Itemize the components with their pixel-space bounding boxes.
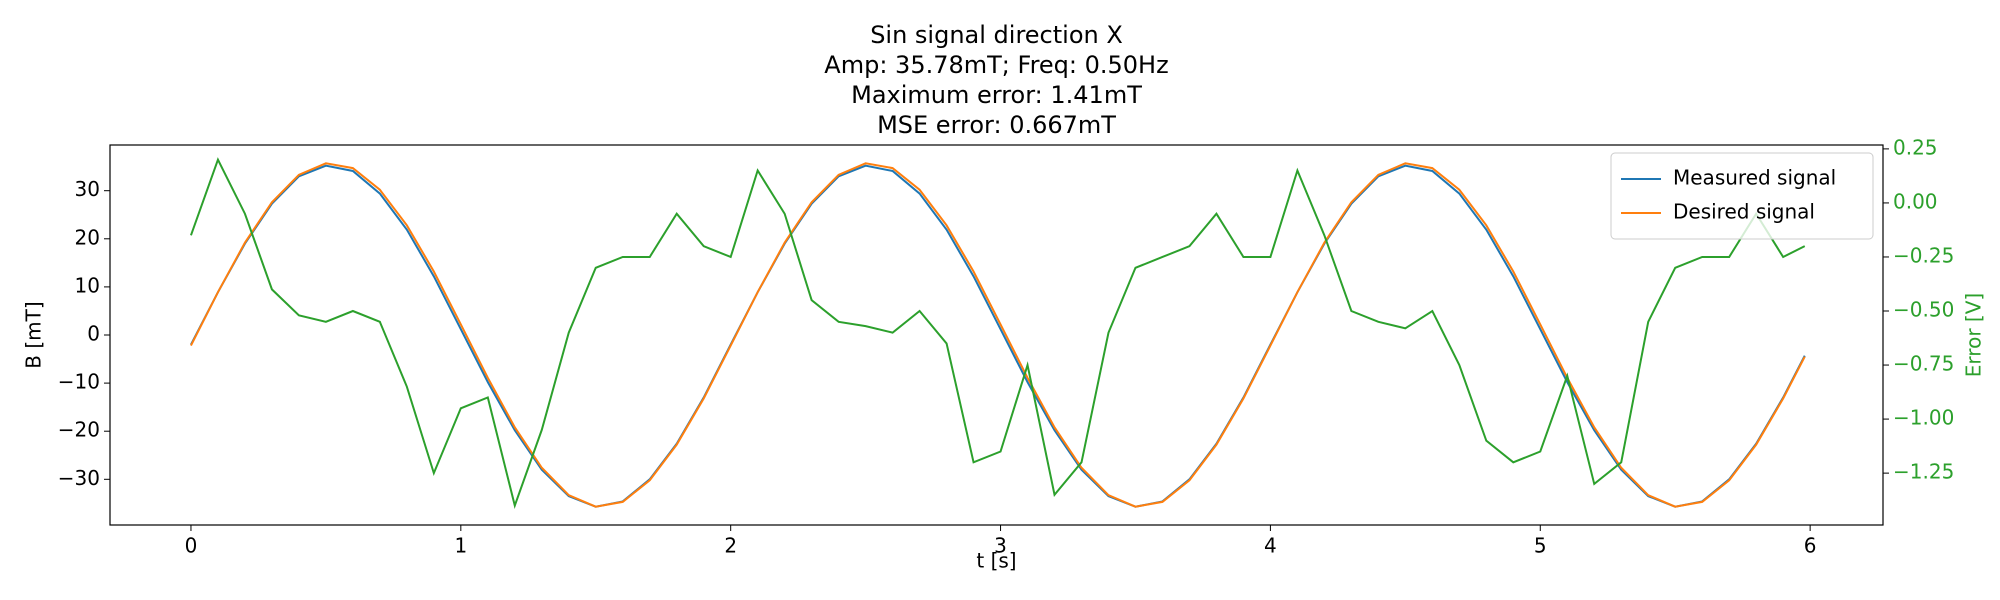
chart-title: Maximum error: 1.41mT	[851, 81, 1142, 109]
y-tick-label: −10	[58, 370, 100, 394]
series-line	[190, 164, 1806, 508]
y2-tick-label: 0.25	[1893, 135, 1938, 159]
y2-tick-label: −0.50	[1893, 298, 1954, 322]
x-tick-label: 6	[1804, 534, 1817, 558]
chart-title: Sin signal direction X	[870, 21, 1123, 49]
y-axis-label: B [mT]	[22, 301, 46, 368]
y-tick-label: 10	[75, 273, 100, 297]
x-tick-label: 0	[185, 534, 198, 558]
chart-title: Amp: 35.78mT; Freq: 0.50Hz	[824, 51, 1168, 79]
y-tick-label: 30	[75, 177, 100, 201]
legend-label: Measured signal	[1673, 166, 1836, 190]
legend-box	[1610, 152, 1874, 240]
y2-tick-label: 0.00	[1893, 189, 1938, 213]
chart-title: MSE error: 0.667mT	[877, 111, 1116, 139]
x-tick-label: 4	[1264, 534, 1277, 558]
y2-tick-label: −0.25	[1893, 243, 1954, 267]
y-tick-label: −30	[58, 466, 100, 490]
y2-tick-label: −1.00	[1893, 406, 1954, 430]
y2-axis-label: Error [V]	[1962, 293, 1986, 377]
series-line	[190, 157, 1806, 510]
y-tick-label: 0	[87, 322, 100, 346]
y-tick-label: 20	[75, 225, 100, 249]
x-axis-label: t [s]	[976, 549, 1016, 573]
x-tick-label: 5	[1534, 534, 1547, 558]
legend-label: Desired signal	[1673, 200, 1815, 224]
series-line	[190, 162, 1806, 508]
y2-tick-label: −0.75	[1893, 352, 1954, 376]
x-tick-label: 2	[724, 534, 737, 558]
x-tick-label: 3	[994, 534, 1007, 558]
x-tick-label: 1	[454, 534, 467, 558]
y2-tick-label: −1.25	[1893, 460, 1954, 484]
y-tick-label: −20	[58, 418, 100, 442]
